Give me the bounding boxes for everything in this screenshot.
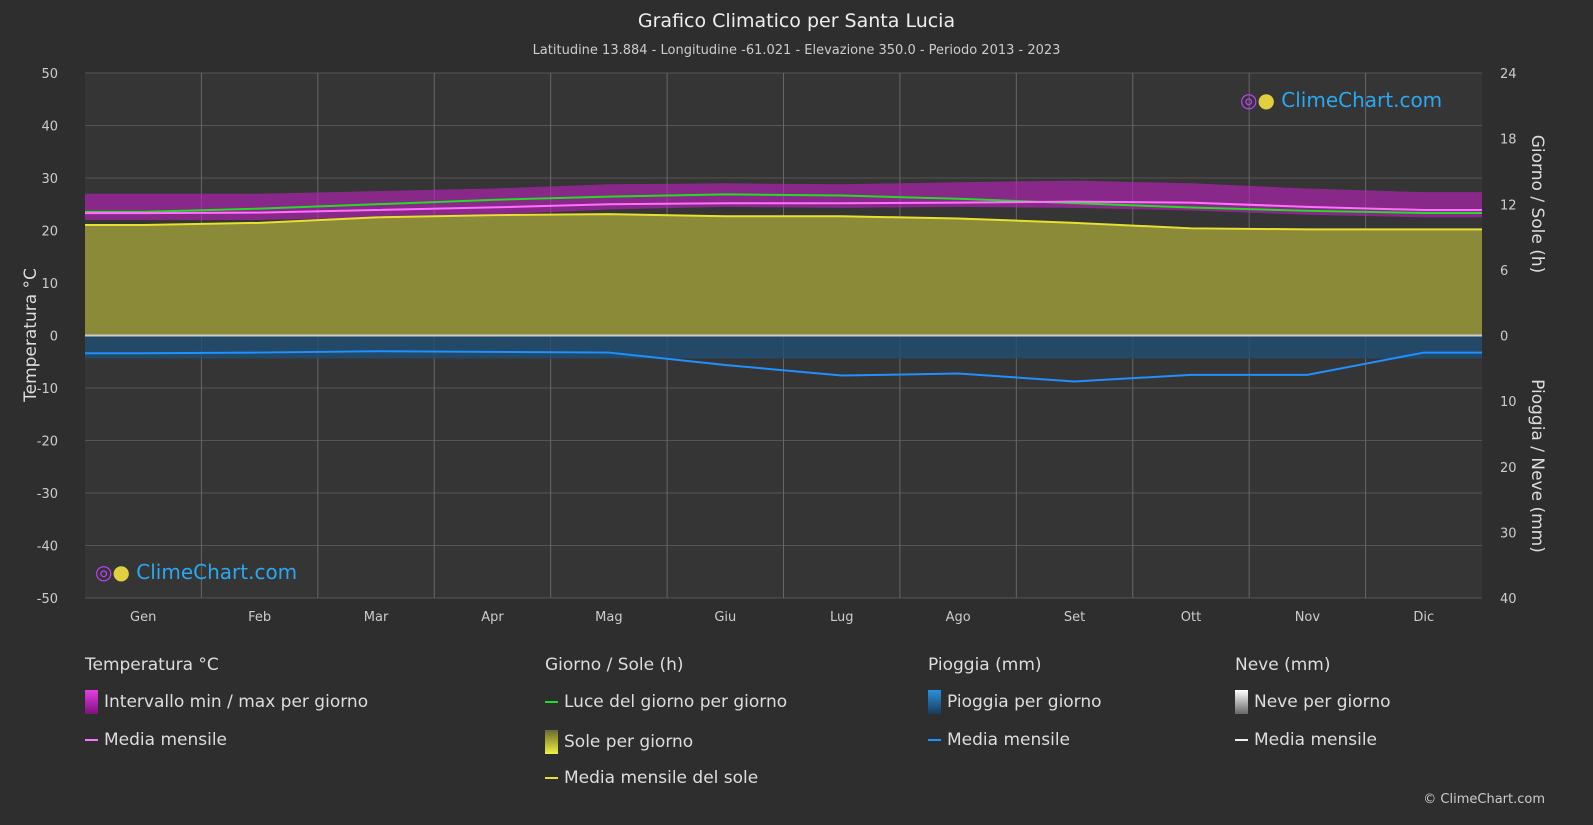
left-tick-label: 0 — [50, 330, 58, 345]
legend-sun-mean: Media mensile del sole — [545, 768, 758, 788]
logo-text: ClimeChart.com — [136, 560, 298, 584]
left-tick-label: -20 — [37, 435, 58, 450]
month-tick-label: Dic — [1413, 610, 1434, 625]
legend-label: Intervallo min / max per giorno — [104, 692, 369, 712]
right-bottom-tick-label: 10 — [1500, 395, 1517, 410]
left-tick-label: 30 — [41, 172, 58, 187]
legend-label: Media mensile del sole — [564, 768, 759, 788]
right-bottom-tick-label: 30 — [1500, 526, 1517, 541]
month-tick-label: Mag — [595, 610, 622, 625]
rain-daily-area — [85, 335, 1482, 359]
line-swatch-icon — [928, 739, 941, 741]
line-swatch-icon — [545, 701, 558, 703]
temp-range-band — [85, 180, 1482, 220]
right-top-tick-label: 6 — [1500, 264, 1508, 279]
month-tick-label: Feb — [248, 610, 271, 625]
right-top-tick-label: 12 — [1500, 198, 1517, 213]
legend-snow-heading: Neve (mm) — [1235, 655, 1331, 675]
month-tick-label: Gen — [130, 610, 156, 625]
left-tick-label: -40 — [37, 540, 58, 555]
logo-bottom: ◎● ClimeChart.com — [95, 560, 298, 584]
legend-temp-heading: Temperatura °C — [85, 655, 219, 675]
right-top-tick-label: 18 — [1500, 133, 1517, 148]
legend-snow-day: Neve per giorno — [1235, 690, 1391, 714]
legend-label: Luce del giorno per giorno — [564, 692, 788, 712]
legend-daylight: Luce del giorno per giorno — [545, 692, 787, 712]
right-bottom-tick-label: 40 — [1500, 592, 1517, 607]
legend-temp-range: Intervallo min / max per giorno — [85, 690, 368, 714]
left-tick-label: 40 — [41, 120, 58, 135]
sun-mean-line — [85, 213, 1482, 231]
temp-mean-line — [85, 200, 1482, 215]
month-tick-label: Mar — [364, 610, 389, 625]
legend-label: Neve per giorno — [1254, 692, 1391, 712]
legend-rain-mean: Media mensile — [928, 730, 1070, 750]
legend-rain-day: Pioggia per giorno — [928, 690, 1102, 714]
line-swatch-icon — [85, 739, 98, 741]
left-axis-label: Temperatura °C — [21, 268, 41, 403]
month-tick-label: Ago — [946, 610, 971, 625]
legend-temp-mean: Media mensile — [85, 730, 227, 750]
logo-text: ClimeChart.com — [1281, 88, 1443, 112]
logo-top: ◎● ClimeChart.com — [1240, 88, 1443, 112]
legend-label: Sole per giorno — [564, 732, 694, 752]
sunshine-area — [85, 214, 1482, 336]
legend-snow-mean: Media mensile — [1235, 730, 1377, 750]
legend-label: Media mensile — [104, 730, 228, 750]
chart-svg: 50 40 30 20 10 0 -10 -20 -30 -40 -50 Gen Feb Mar Apr Ma… — [21, 67, 1547, 625]
legend-sunshine: Sole per giorno — [545, 730, 693, 754]
rain-swatch-icon — [928, 690, 941, 714]
month-tick-label: Ott — [1181, 610, 1201, 625]
legend-rain-heading: Pioggia (mm) — [928, 655, 1042, 675]
legend-label: Pioggia per giorno — [947, 692, 1102, 712]
right-top-tick-label: 0 — [1500, 330, 1508, 345]
sun-swatch-icon — [545, 730, 558, 754]
left-tick-label: 10 — [41, 277, 58, 292]
rain-mean-line — [85, 350, 1482, 383]
left-tick-label: 20 — [41, 225, 58, 240]
copyright: © ClimeChart.com — [1423, 792, 1545, 807]
legend-label: Media mensile — [947, 730, 1071, 750]
right-top-tick-label: 24 — [1500, 67, 1517, 82]
left-tick-label: -50 — [37, 592, 58, 607]
chart-title: Grafico Climatico per Santa Lucia — [637, 10, 956, 32]
month-tick-label: Apr — [481, 610, 504, 625]
line-swatch-icon — [1235, 739, 1248, 741]
legend-label: Media mensile — [1254, 730, 1378, 750]
daylight-line — [85, 193, 1482, 214]
snow-swatch-icon — [1235, 690, 1248, 714]
range-swatch-icon — [85, 690, 98, 714]
right-bottom-tick-label: 20 — [1500, 461, 1517, 476]
right-axis-bottom-label: Pioggia / Neve (mm) — [1527, 379, 1547, 553]
left-tick-label: -10 — [37, 382, 58, 397]
right-axis-top-label: Giorno / Sole (h) — [1527, 135, 1547, 274]
month-tick-label: Set — [1064, 610, 1085, 625]
line-swatch-icon — [545, 777, 558, 779]
left-tick-label: -30 — [37, 487, 58, 502]
month-tick-label: Lug — [830, 610, 854, 625]
month-tick-label: Nov — [1295, 610, 1321, 625]
legend-sun-heading: Giorno / Sole (h) — [545, 655, 684, 675]
left-tick-label: 50 — [41, 67, 58, 82]
month-tick-label: Giu — [714, 610, 736, 625]
chart-subtitle: Latitudine 13.884 - Longitudine -61.021 … — [532, 43, 1061, 58]
